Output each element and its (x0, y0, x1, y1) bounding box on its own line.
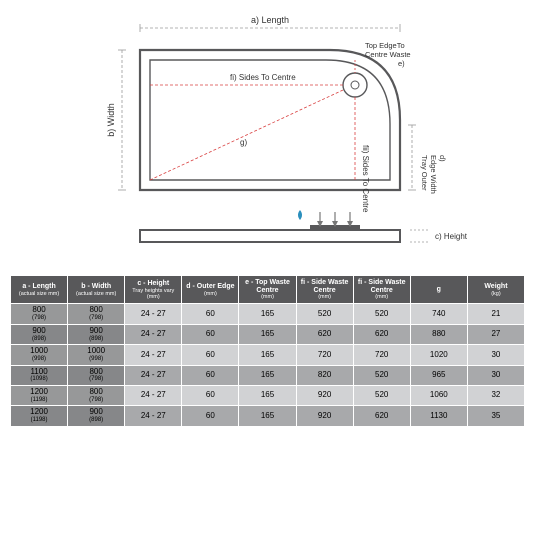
table-row: 800(798)800(798)24 - 276016552052074021 (11, 304, 525, 324)
tray-profile (140, 230, 400, 242)
col-g: g (410, 276, 467, 304)
svg-text:Tray Outer: Tray Outer (420, 155, 429, 191)
technical-diagram: a) Length b) Width fi) Sides To Centre f… (10, 10, 525, 270)
label-top-edge-2: Centre Waste (365, 50, 411, 59)
table-row: 900(898)900(898)24 - 276016562062088027 (11, 324, 525, 344)
label-sides-v: fii) Sides To Centre (361, 145, 370, 213)
water-icon (298, 210, 302, 220)
table-row: 1200(1198)800(798)24 - 27601659205201060… (11, 385, 525, 405)
label-top-edge-1: Top EdgeTo (365, 41, 405, 50)
label-width: b) Width (106, 103, 116, 137)
label-height: c) Height (435, 232, 468, 241)
col-w: Weight(kg) (467, 276, 524, 304)
table-row: 1200(1198)900(898)24 - 27601659206201130… (11, 406, 525, 426)
svg-text:d): d) (438, 155, 447, 162)
dimensions-table: a - Length(actual size mm) b - Width(act… (10, 275, 525, 427)
table-row: 1000(998)1000(998)24 - 27601657207201020… (11, 345, 525, 365)
col-b: b - Width(actual size mm) (68, 276, 125, 304)
table-row: 1100(1098)800(798)24 - 27601658205209653… (11, 365, 525, 385)
label-sides-h: fi) Sides To Centre (230, 73, 296, 82)
label-g: g) (240, 138, 247, 147)
label-length: a) Length (251, 15, 289, 25)
col-d: d - Outer Edge(mm) (182, 276, 239, 304)
label-top-edge-3: e) (398, 59, 405, 68)
col-e: e - Top Waste Centre(mm) (239, 276, 296, 304)
col-a: a - Length(actual size mm) (11, 276, 68, 304)
col-fi1: fi - Side Waste Centre(mm) (296, 276, 353, 304)
waste-outlet (343, 73, 367, 97)
svg-text:Edge Width: Edge Width (429, 155, 438, 194)
col-c: c - HeightTray heights vary (mm) (125, 276, 182, 304)
col-fi2: fi - Side Waste Centre(mm) (353, 276, 410, 304)
table-header-row: a - Length(actual size mm) b - Width(act… (11, 276, 525, 304)
tray-outer (140, 50, 400, 190)
